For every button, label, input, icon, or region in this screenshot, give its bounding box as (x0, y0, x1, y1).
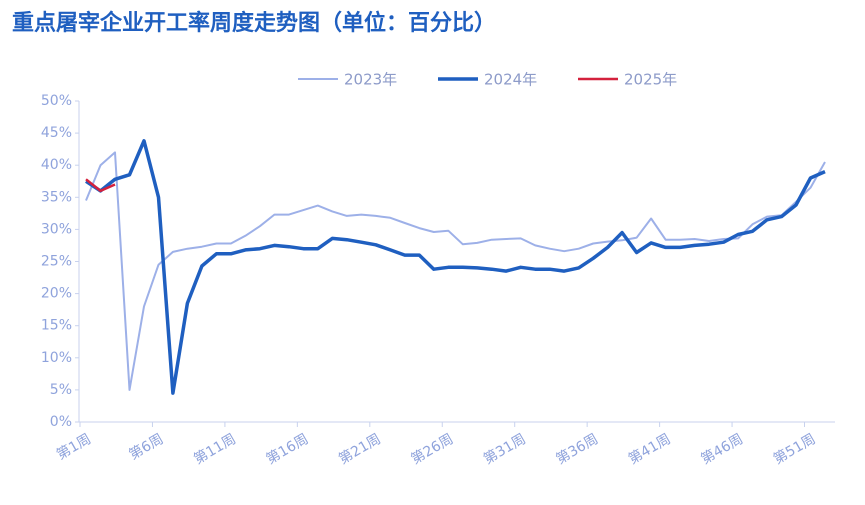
x-tick-label: 第1周 (54, 430, 94, 463)
x-tick-label: 第31周 (481, 430, 529, 468)
x-tick-label: 第36周 (553, 430, 601, 468)
y-tick-label: 15% (41, 318, 72, 334)
legend-label: 2025年 (624, 71, 677, 89)
x-tick-label: 第51周 (770, 430, 818, 468)
y-tick-label: 25% (41, 254, 72, 270)
x-tick-label: 第21周 (336, 430, 384, 468)
y-tick-label: 35% (41, 189, 72, 205)
y-tick-label: 5% (50, 382, 72, 398)
series-line (85, 178, 116, 193)
y-tick-label: 30% (41, 221, 72, 237)
y-tick-label: 0% (50, 414, 72, 430)
y-tick-label: 45% (41, 125, 72, 141)
series-line (85, 151, 826, 391)
x-tick-label: 第11周 (191, 430, 239, 468)
x-tick-label: 第46周 (698, 430, 746, 468)
y-tick-label: 20% (41, 286, 72, 302)
legend-label: 2024年 (484, 71, 537, 89)
legend-label: 2023年 (344, 71, 397, 89)
y-tick-label: 10% (41, 350, 72, 366)
x-tick-label: 第16周 (263, 430, 311, 468)
chart-title: 重点屠宰企业开工率周度走势图（单位：百分比） (12, 10, 496, 36)
y-tick-label: 50% (41, 93, 72, 109)
x-tick-label: 第6周 (126, 430, 166, 463)
x-tick-label: 第26周 (408, 430, 456, 468)
series-line (85, 139, 826, 395)
x-tick-label: 第41周 (625, 430, 673, 468)
y-tick-label: 40% (41, 157, 72, 173)
